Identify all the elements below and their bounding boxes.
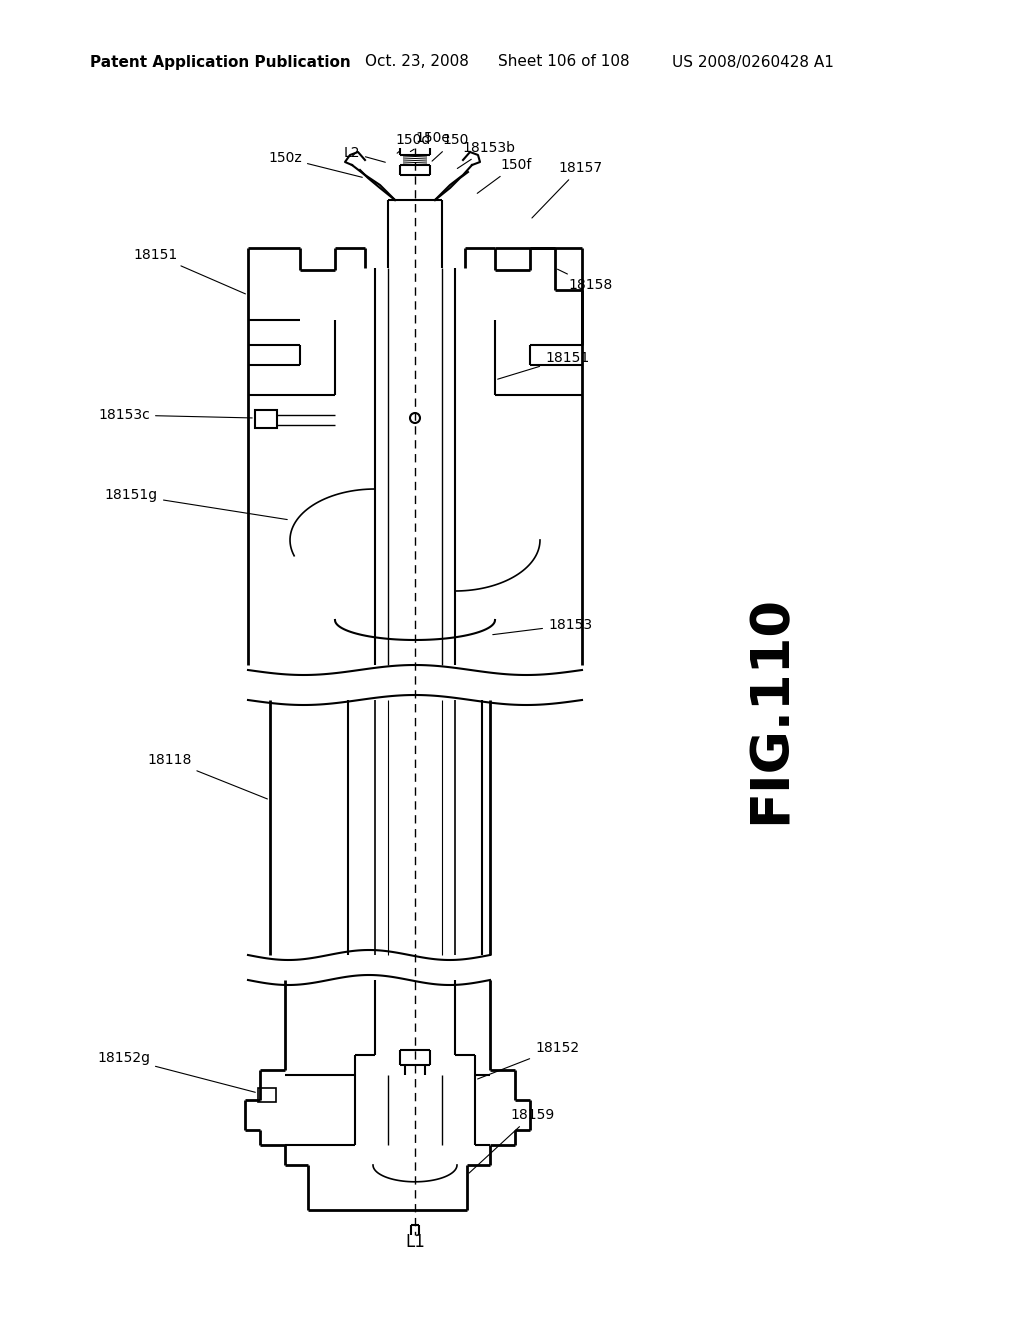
Text: 18158: 18158: [557, 269, 612, 292]
Bar: [255, 411, 278, 428]
Text: 18153b: 18153b: [458, 141, 515, 169]
Text: Oct. 23, 2008: Oct. 23, 2008: [365, 54, 469, 70]
Text: 18152g: 18152g: [97, 1051, 255, 1093]
Text: 18151: 18151: [498, 351, 589, 379]
Bar: [258, 1088, 276, 1102]
Text: L2: L2: [343, 147, 385, 162]
Text: US 2008/0260428 A1: US 2008/0260428 A1: [672, 54, 834, 70]
Text: 18157: 18157: [531, 161, 602, 218]
Text: 150d: 150d: [395, 133, 430, 153]
Text: L1: L1: [406, 1233, 425, 1251]
Text: 18153c: 18153c: [98, 408, 252, 422]
Text: 18151g: 18151g: [104, 488, 288, 520]
Text: 150e: 150e: [411, 131, 450, 152]
Text: 150: 150: [432, 133, 468, 161]
Text: Sheet 106 of 108: Sheet 106 of 108: [498, 54, 630, 70]
Text: FIG.110: FIG.110: [744, 595, 796, 825]
Text: 18118: 18118: [147, 752, 267, 799]
Text: 18152: 18152: [477, 1041, 580, 1078]
Text: 150z: 150z: [268, 150, 362, 177]
Text: 18153: 18153: [493, 618, 592, 635]
Text: 18159: 18159: [469, 1107, 554, 1173]
Text: 18151: 18151: [134, 248, 246, 294]
Text: Patent Application Publication: Patent Application Publication: [90, 54, 351, 70]
Text: 150f: 150f: [477, 158, 531, 193]
